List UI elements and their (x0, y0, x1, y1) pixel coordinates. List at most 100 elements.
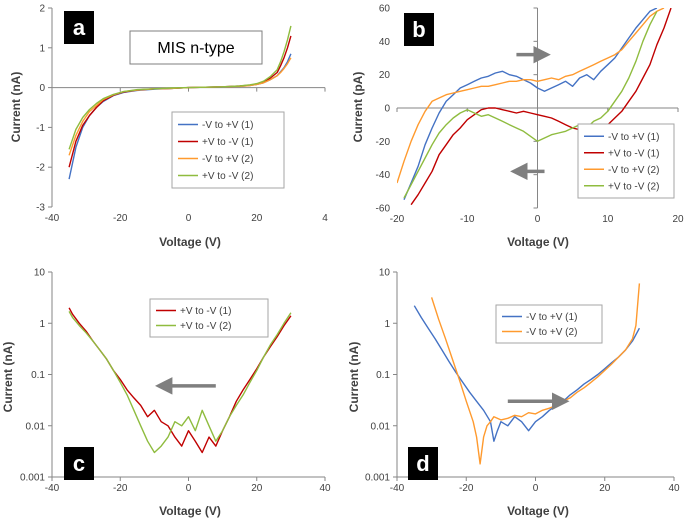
panel-a-tick-labels: -3 -2 -1 0 1 2 -40 -20 0 20 4 (36, 4, 328, 225)
panel-b-x-tick-label: 20 (672, 214, 684, 225)
panel-c-legend: +V to -V (1) +V to -V (2) (149, 298, 269, 338)
panel-b-tag-label: b (412, 17, 425, 42)
panel-a-y-tick-label: -3 (36, 203, 45, 214)
panel-c-x-tick-label: 40 (319, 483, 331, 494)
panel-a-y-axis-label: Current (nA) (9, 72, 23, 143)
panel-d-x-tick-label: -20 (459, 483, 474, 494)
panel-d-x-tick-label: 40 (668, 483, 680, 494)
panel-b-y-tick-label: -20 (376, 137, 391, 148)
panel-d-tick-labels: 0.001 0.01 0.1 1 10 -40 -20 0 20 40 (365, 268, 680, 495)
panel-a-x-tick-label: 4 (322, 213, 328, 224)
panel-b-tag-bg (404, 13, 434, 46)
panel-c-series-line (68, 311, 292, 454)
panel-a-x-tick-label: -40 (45, 213, 60, 224)
panel-a-y-tick-label: 0 (39, 83, 45, 94)
panel-b-y-tick-label: 40 (379, 37, 391, 48)
panel-d-tag-label: d (416, 451, 429, 476)
panel-d-y-tick-label: 1 (384, 319, 390, 330)
panel-d-series-line (430, 283, 641, 465)
panel-d-legend-label: -V to +V (1) (526, 312, 577, 323)
panel-a-x-tick-label: 0 (186, 213, 192, 224)
panel-b-legend-label: +V to -V (2) (608, 181, 659, 192)
panel-a-series (68, 25, 292, 180)
panel-b-series-line (403, 8, 658, 200)
panel-d-series (413, 283, 641, 465)
panel-a-x-tick-label: -20 (113, 213, 128, 224)
panel-a-annotation: MIS n-type (157, 40, 234, 57)
panel-b-tag: b (404, 13, 434, 46)
panel-b-y-tick-label: 0 (384, 104, 390, 115)
panel-b-series-line (403, 10, 658, 199)
panel-d-y-axis-label: Current (nA) (347, 342, 361, 413)
panel-c-legend-box (149, 298, 269, 338)
panel-b-x-tick-label: 0 (535, 214, 541, 225)
panel-d-x-tick-label: 20 (599, 483, 611, 494)
panel-b-x-tick-label: -10 (460, 214, 475, 225)
panel-d-y-tick-label: 0.001 (365, 473, 390, 484)
panel-c-x-tick-label: 0 (186, 483, 192, 494)
panel-c-x-tick-label: -20 (113, 483, 128, 494)
panel-c-x-tick-label: -40 (45, 483, 60, 494)
panel-d-y-tick-label: 0.1 (376, 370, 390, 381)
panel-a-tag: a (64, 11, 94, 44)
panel-c-grid-axes (48, 271, 326, 481)
panel-a: -3 -2 -1 0 1 2 -40 -20 0 20 4 Voltage (V) Current … (9, 4, 328, 250)
panel-c-tag-label: c (73, 451, 85, 476)
panel-b-series (397, 8, 672, 206)
panel-c-y-tick-label: 0.1 (31, 370, 45, 381)
panel-d: 0.001 0.01 0.1 1 10 -40 -20 0 20 40 Voltage (V) C… (347, 268, 680, 519)
panel-c-x-axis-label: Voltage (V) (159, 504, 221, 518)
panel-a-tag-bg (64, 11, 94, 44)
panel-b-y-tick-label: -40 (376, 170, 391, 181)
panel-b-series-line (397, 8, 665, 184)
panel-c-tag-bg (64, 447, 94, 480)
panel-d-legend-box (495, 304, 603, 344)
panel-d-x-tick-label: 0 (533, 483, 539, 494)
panel-a-y-tick-label: -1 (36, 123, 45, 134)
panel-c-legend-label: +V to -V (2) (180, 321, 231, 332)
panel-d-grid-axes (393, 271, 675, 481)
panel-a-annotation-box (129, 30, 263, 65)
panel-b-legend-label: -V to +V (2) (608, 165, 659, 176)
panel-c: 0.001 0.01 0.1 1 10 -40 -20 0 20 40 Voltage (V) C… (1, 268, 331, 519)
panel-d-legend: -V to +V (1) -V to +V (2) (495, 304, 603, 344)
panel-d-y-tick-label: 10 (379, 268, 391, 279)
panel-c-y-tick-label: 0.001 (20, 473, 45, 484)
panel-b-y-axis-label: Current (pA) (351, 72, 365, 143)
panel-a-y-tick-label: -2 (36, 163, 45, 174)
panel-b-x-tick-label: 10 (602, 214, 614, 225)
panel-b-series-line (410, 8, 672, 206)
panel-b-legend-label: +V to -V (1) (608, 148, 659, 159)
panel-a-series-line (68, 25, 292, 150)
panel-a-x-tick-label: 20 (251, 213, 263, 224)
panel-a-y-tick-label: 2 (39, 4, 45, 15)
panel-b-y-tick-label: -60 (376, 204, 391, 215)
panel-c-y-tick-label: 1 (39, 319, 45, 330)
panel-a-x-axis-label: Voltage (V) (159, 235, 221, 249)
panel-c-y-axis-label: Current (nA) (1, 342, 15, 413)
panel-a-legend: -V to +V (1) +V to -V (1) -V to +V (2) +V t… (171, 111, 285, 189)
panel-c-tag: c (64, 447, 94, 480)
panel-c-tick-labels: 0.001 0.01 0.1 1 10 -40 -20 0 20 40 (20, 268, 331, 495)
panel-b-x-axis-label: Voltage (V) (507, 235, 569, 249)
panel-b-y-tick-label: 20 (379, 70, 391, 81)
panel-c-x-tick-label: 20 (251, 483, 263, 494)
panel-b-legend-label: -V to +V (1) (608, 132, 659, 143)
panel-d-legend-label: -V to +V (2) (526, 327, 577, 338)
panel-b-legend: -V to +V (1) +V to -V (1) -V to +V (2) +V t… (577, 123, 675, 199)
panel-d-tag: d (408, 447, 438, 480)
panel-a-legend-label: -V to +V (2) (202, 154, 253, 165)
panel-a-legend-label: +V to -V (2) (202, 171, 253, 182)
panel-d-x-tick-label: -40 (390, 483, 405, 494)
panel-d-tag-bg (408, 447, 438, 480)
panel-a-legend-label: +V to -V (1) (202, 137, 253, 148)
panel-d-series-line (413, 305, 641, 442)
panel-c-y-tick-label: 10 (34, 268, 46, 279)
panel-a-legend-label: -V to +V (1) (202, 120, 253, 131)
panel-c-legend-label: +V to -V (1) (180, 306, 231, 317)
panel-b-arrows (510, 45, 551, 181)
panel-d-x-axis-label: Voltage (V) (507, 504, 569, 518)
panel-a-tag-label: a (73, 15, 86, 40)
